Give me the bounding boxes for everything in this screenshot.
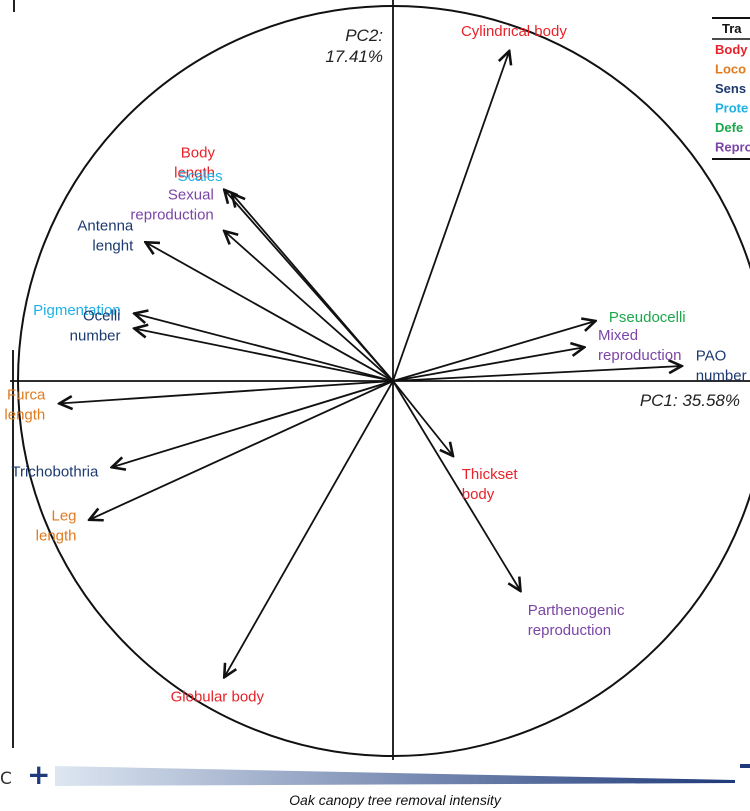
legend-entry-prote: Prote bbox=[715, 101, 748, 116]
legend-entry-body: Body bbox=[715, 42, 748, 57]
vector-globular-body bbox=[224, 380, 394, 677]
vector-mixed-reproduction bbox=[392, 347, 584, 382]
label-antenna-lenght: Antenna lenght bbox=[77, 217, 134, 254]
vector-ocelli-number bbox=[134, 329, 394, 382]
loading-vectors bbox=[59, 51, 682, 677]
label-globular-body: Globular body bbox=[171, 688, 265, 705]
label-cylindrical-body: Cylindrical body bbox=[461, 23, 567, 40]
label-pao-number: PAO number bbox=[696, 347, 747, 384]
frame-edge-left bbox=[12, 350, 14, 748]
legend-header: Tra bbox=[722, 21, 742, 36]
label-ocelli-number: Ocelli number bbox=[70, 308, 121, 345]
label-sexual-reproduction: Sexual reproduction bbox=[130, 187, 213, 224]
label-pigmentation: Pigmentation bbox=[33, 302, 121, 319]
gradient-caption: Oak canopy tree removal intensity bbox=[289, 792, 501, 808]
vector-trichobothria bbox=[112, 380, 394, 467]
truncated-letter: C bbox=[0, 769, 12, 789]
minus-icon bbox=[740, 764, 750, 768]
pc2-axis-label: PC2: 17.41% bbox=[325, 26, 383, 66]
label-body-length: Body length bbox=[174, 144, 215, 181]
legend-entry-repro: Repro bbox=[715, 140, 750, 155]
pc1-axis-label: PC1: 35.58% bbox=[640, 391, 740, 410]
frame-edge-top bbox=[13, 0, 15, 12]
vector-parthenogenic-reproduction bbox=[392, 380, 521, 591]
legend-entry-defe: Defe bbox=[715, 120, 743, 135]
label-thickset-body: Thickset body bbox=[462, 466, 519, 503]
label-pseudocelli: Pseudocelli bbox=[609, 309, 686, 326]
vector-thickset-body bbox=[392, 380, 453, 456]
label-furca-length: Furca length bbox=[4, 386, 46, 423]
vector-antenna-lenght bbox=[146, 242, 394, 382]
vector-scales bbox=[232, 194, 394, 382]
vector-furca-length bbox=[59, 380, 394, 404]
vector-sexual-reproduction bbox=[224, 231, 394, 382]
label-parthenogenic-reproduction: Parthenogenic reproduction bbox=[528, 602, 625, 639]
legend-entry-sens: Sens bbox=[715, 81, 746, 96]
label-mixed-reproduction: Mixed reproduction bbox=[598, 327, 681, 364]
plus-icon: + bbox=[27, 758, 51, 791]
vector-leg-length bbox=[89, 380, 394, 520]
vector-pseudocelli bbox=[392, 321, 596, 382]
vector-pao-number bbox=[392, 366, 682, 382]
label-trichobothria: Trichobothria bbox=[11, 463, 99, 480]
label-scales: Scales bbox=[178, 168, 223, 185]
legend-entry-loco: Loco bbox=[715, 62, 746, 77]
intensity-gradient-bar bbox=[55, 766, 735, 786]
label-leg-length: Leg length bbox=[36, 508, 77, 545]
vector-pigmentation bbox=[134, 314, 394, 382]
trait-legend: Tra Body Loco Sens Prote Defe Repro bbox=[712, 17, 750, 160]
vector-cylindrical-body bbox=[392, 51, 509, 382]
